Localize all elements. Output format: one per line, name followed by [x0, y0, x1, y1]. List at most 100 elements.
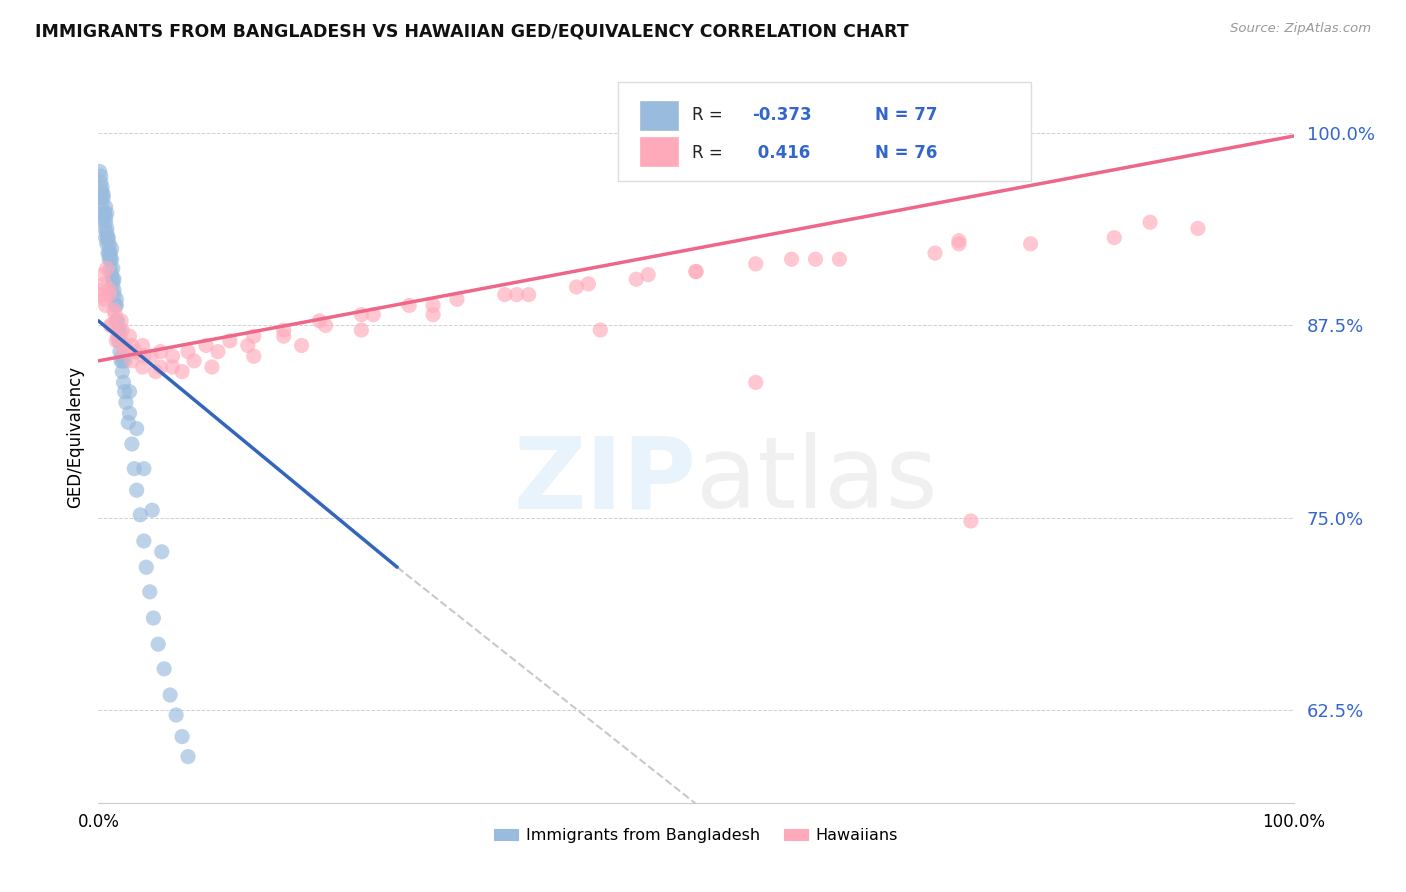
- Point: [91, 283, 114, 297]
- Point: [98, 246, 121, 260]
- Point: [494, 287, 516, 301]
- Point: [363, 308, 385, 322]
- Point: [121, 354, 143, 368]
- Point: [101, 272, 124, 286]
- Point: [103, 287, 125, 301]
- Point: [96, 236, 118, 251]
- Point: [422, 298, 444, 312]
- Point: [165, 708, 187, 723]
- Point: [108, 329, 131, 343]
- Point: [115, 395, 138, 409]
- Point: [162, 359, 184, 374]
- Point: [111, 349, 134, 363]
- Point: [172, 730, 194, 744]
- Text: 0.416: 0.416: [752, 145, 810, 162]
- Point: [565, 280, 588, 294]
- Point: [273, 323, 295, 337]
- Point: [132, 349, 155, 363]
- Point: [149, 344, 172, 359]
- Point: [422, 308, 444, 322]
- Point: [97, 230, 120, 244]
- Point: [94, 230, 117, 244]
- Point: [139, 349, 162, 363]
- Point: [172, 365, 194, 379]
- Point: [105, 298, 128, 312]
- Point: [589, 323, 612, 337]
- Point: [89, 164, 111, 178]
- Point: [118, 406, 141, 420]
- Point: [745, 376, 768, 390]
- Point: [125, 483, 148, 498]
- Point: [96, 226, 118, 240]
- Point: [243, 329, 266, 343]
- Point: [97, 246, 120, 260]
- Point: [91, 191, 114, 205]
- Point: [578, 277, 600, 291]
- Text: -0.373: -0.373: [752, 106, 811, 124]
- Point: [98, 252, 122, 267]
- FancyBboxPatch shape: [619, 82, 1031, 181]
- Point: [162, 349, 184, 363]
- Point: [517, 287, 540, 301]
- Point: [1019, 236, 1042, 251]
- Point: [98, 287, 121, 301]
- Point: [195, 338, 218, 352]
- Point: [100, 268, 122, 282]
- Point: [780, 252, 803, 267]
- Point: [446, 292, 468, 306]
- Point: [506, 287, 529, 301]
- Point: [149, 359, 172, 374]
- Point: [111, 323, 134, 337]
- Point: [150, 545, 173, 559]
- Point: [98, 318, 122, 333]
- Point: [91, 179, 114, 194]
- Point: [100, 242, 122, 256]
- Point: [90, 191, 112, 205]
- Point: [1104, 230, 1126, 244]
- Y-axis label: GED/Equivalency: GED/Equivalency: [66, 366, 84, 508]
- Point: [107, 329, 129, 343]
- Text: N = 77: N = 77: [876, 106, 938, 124]
- Point: [111, 365, 134, 379]
- Point: [626, 272, 648, 286]
- Text: R =: R =: [692, 145, 728, 162]
- Point: [148, 637, 170, 651]
- Point: [124, 344, 146, 359]
- Legend: Immigrants from Bangladesh, Hawaiians: Immigrants from Bangladesh, Hawaiians: [488, 822, 904, 850]
- FancyBboxPatch shape: [640, 137, 678, 167]
- Point: [804, 252, 827, 267]
- Point: [131, 359, 153, 374]
- Point: [685, 264, 707, 278]
- Point: [1139, 215, 1161, 229]
- Point: [96, 261, 118, 276]
- Point: [308, 314, 330, 328]
- Point: [104, 298, 127, 312]
- Point: [107, 314, 129, 328]
- Point: [107, 323, 129, 337]
- Point: [745, 257, 768, 271]
- Point: [145, 365, 167, 379]
- Point: [132, 461, 155, 475]
- Point: [350, 308, 373, 322]
- Point: [110, 354, 132, 368]
- Point: [101, 277, 124, 291]
- Point: [103, 272, 125, 286]
- Point: [105, 292, 128, 306]
- Point: [98, 261, 122, 276]
- Point: [948, 236, 970, 251]
- Point: [114, 338, 136, 352]
- Point: [103, 303, 125, 318]
- Point: [101, 261, 124, 276]
- Point: [201, 359, 224, 374]
- Point: [94, 298, 117, 312]
- Point: [291, 338, 314, 352]
- Point: [108, 344, 131, 359]
- Point: [828, 252, 851, 267]
- Point: [236, 338, 259, 352]
- Text: ZIP: ZIP: [513, 433, 696, 530]
- Point: [121, 437, 143, 451]
- Point: [91, 185, 114, 199]
- Point: [350, 323, 373, 337]
- Point: [93, 206, 115, 220]
- Point: [96, 221, 118, 235]
